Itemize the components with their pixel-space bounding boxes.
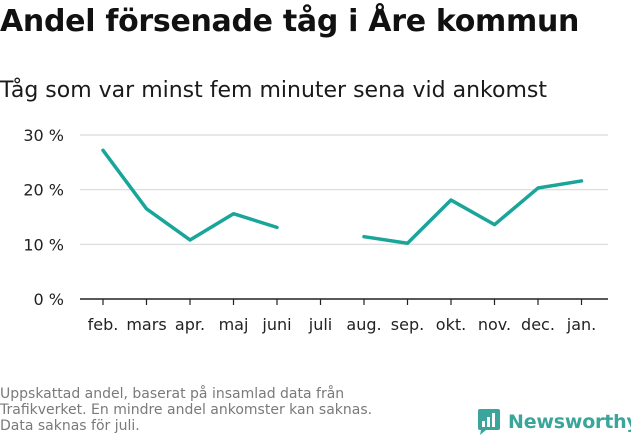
x-tick-label: nov. [478, 315, 511, 334]
x-tick-label: okt. [436, 315, 466, 334]
x-tick-label: mars [126, 315, 166, 334]
y-tick-label: 10 % [23, 235, 64, 254]
x-tick-label: aug. [346, 315, 381, 334]
series-line [101, 148, 279, 242]
newsworthy-logo-icon [478, 409, 500, 435]
footnote: Uppskattad andel, baserat på insamlad da… [0, 386, 440, 434]
footnote-line-3: Data saknas för juli. [0, 418, 140, 434]
x-tick-label: jan. [566, 315, 596, 334]
x-tick-label: juni [261, 315, 291, 334]
y-tick-label: 30 % [23, 126, 64, 145]
brand-logo: Newsworthy [476, 408, 631, 436]
brand-name: Newsworthy [508, 411, 631, 433]
x-tick-label: maj [219, 315, 249, 334]
x-tick-label: apr. [175, 315, 205, 334]
y-tick-label: 20 % [23, 181, 64, 200]
y-tick-label: 0 % [34, 290, 64, 309]
x-tick-label: dec. [521, 315, 555, 334]
x-tick-label: juli [308, 315, 332, 334]
series-line [362, 179, 584, 245]
x-tick-label: feb. [88, 315, 119, 334]
footnote-line-2: Trafikverket. En mindre andel ankomster … [0, 402, 373, 418]
x-tick-label: sep. [391, 315, 424, 334]
chart-subtitle: Tåg som var minst fem minuter sena vid a… [0, 78, 547, 103]
footnote-line-1: Uppskattad andel, baserat på insamlad da… [0, 386, 345, 402]
chart-title: Andel försenade tåg i Åre kommun [0, 4, 580, 39]
